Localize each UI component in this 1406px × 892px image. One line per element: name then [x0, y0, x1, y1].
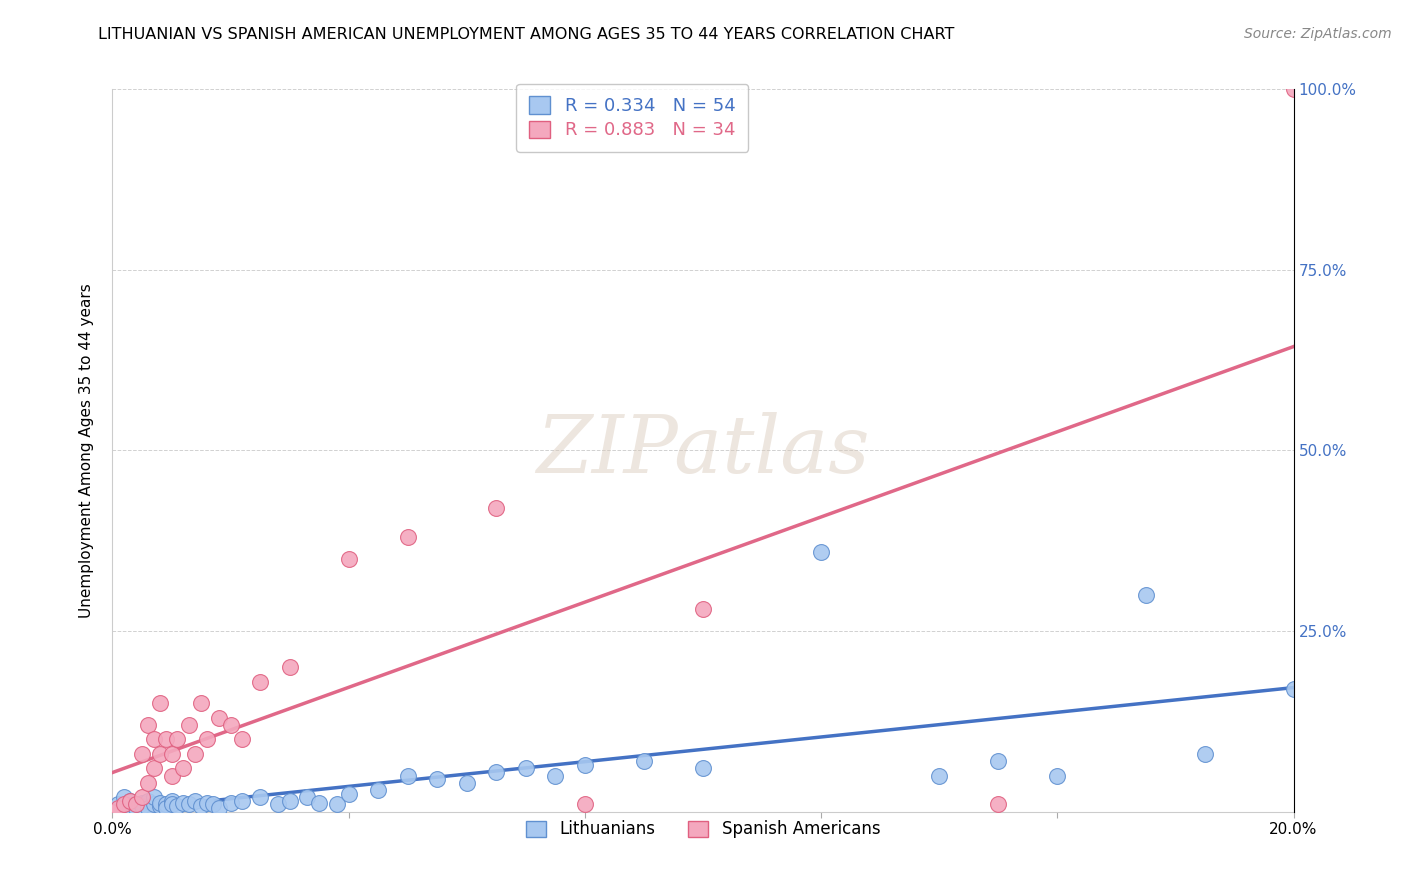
Y-axis label: Unemployment Among Ages 35 to 44 years: Unemployment Among Ages 35 to 44 years	[79, 283, 94, 618]
Legend: Lithuanians, Spanish Americans: Lithuanians, Spanish Americans	[517, 812, 889, 847]
Point	[112, 801, 135, 815]
Point	[160, 769, 183, 783]
Point	[101, 805, 124, 819]
Point	[190, 696, 212, 710]
Point	[426, 772, 449, 787]
Point	[1282, 681, 1305, 696]
Point	[1046, 769, 1069, 783]
Point	[101, 805, 124, 819]
Point	[142, 761, 165, 775]
Point	[337, 551, 360, 566]
Point	[107, 797, 129, 812]
Text: ZIPatlas: ZIPatlas	[536, 412, 870, 489]
Point	[456, 776, 478, 790]
Point	[149, 796, 172, 810]
Point	[184, 794, 207, 808]
Point	[810, 544, 832, 558]
Point	[166, 799, 188, 814]
Point	[987, 797, 1010, 812]
Point	[396, 530, 419, 544]
Point	[267, 797, 290, 812]
Point	[131, 799, 153, 814]
Point	[485, 501, 508, 516]
Point	[172, 796, 194, 810]
Point	[142, 732, 165, 747]
Point	[231, 794, 253, 808]
Point	[112, 797, 135, 812]
Point	[278, 794, 301, 808]
Point	[297, 790, 319, 805]
Point	[131, 790, 153, 805]
Point	[1282, 82, 1305, 96]
Point	[136, 776, 159, 790]
Point	[184, 747, 207, 761]
Point	[485, 764, 508, 779]
Point	[172, 761, 194, 775]
Point	[574, 757, 596, 772]
Point	[125, 797, 148, 812]
Point	[160, 747, 183, 761]
Point	[136, 801, 159, 815]
Point	[633, 754, 655, 768]
Point	[249, 790, 271, 805]
Point	[367, 783, 389, 797]
Point	[142, 790, 165, 805]
Point	[136, 718, 159, 732]
Text: Source: ZipAtlas.com: Source: ZipAtlas.com	[1244, 27, 1392, 41]
Point	[1135, 588, 1157, 602]
Point	[142, 797, 165, 812]
Point	[928, 769, 950, 783]
Point	[155, 801, 177, 815]
Point	[166, 732, 188, 747]
Point	[120, 799, 142, 814]
Point	[208, 801, 231, 815]
Point	[396, 769, 419, 783]
Point	[308, 796, 330, 810]
Point	[120, 794, 142, 808]
Point	[149, 696, 172, 710]
Point	[208, 711, 231, 725]
Point	[125, 801, 148, 815]
Point	[155, 797, 177, 812]
Point	[219, 796, 242, 810]
Point	[107, 801, 129, 815]
Point	[326, 797, 349, 812]
Point	[125, 797, 148, 812]
Point	[195, 732, 218, 747]
Point	[179, 718, 201, 732]
Point	[195, 796, 218, 810]
Point	[120, 794, 142, 808]
Point	[201, 797, 224, 812]
Point	[179, 797, 201, 812]
Point	[160, 797, 183, 812]
Point	[1194, 747, 1216, 761]
Point	[231, 732, 253, 747]
Point	[515, 761, 537, 775]
Point	[278, 660, 301, 674]
Point	[155, 732, 177, 747]
Point	[136, 794, 159, 808]
Point	[692, 602, 714, 616]
Point	[219, 718, 242, 732]
Point	[574, 797, 596, 812]
Point	[987, 754, 1010, 768]
Text: LITHUANIAN VS SPANISH AMERICAN UNEMPLOYMENT AMONG AGES 35 TO 44 YEARS CORRELATIO: LITHUANIAN VS SPANISH AMERICAN UNEMPLOYM…	[98, 27, 955, 42]
Point	[149, 799, 172, 814]
Point	[692, 761, 714, 775]
Point	[190, 799, 212, 814]
Point	[112, 790, 135, 805]
Point	[249, 674, 271, 689]
Point	[131, 796, 153, 810]
Point	[131, 747, 153, 761]
Point	[149, 747, 172, 761]
Point	[544, 769, 567, 783]
Point	[337, 787, 360, 801]
Point	[160, 794, 183, 808]
